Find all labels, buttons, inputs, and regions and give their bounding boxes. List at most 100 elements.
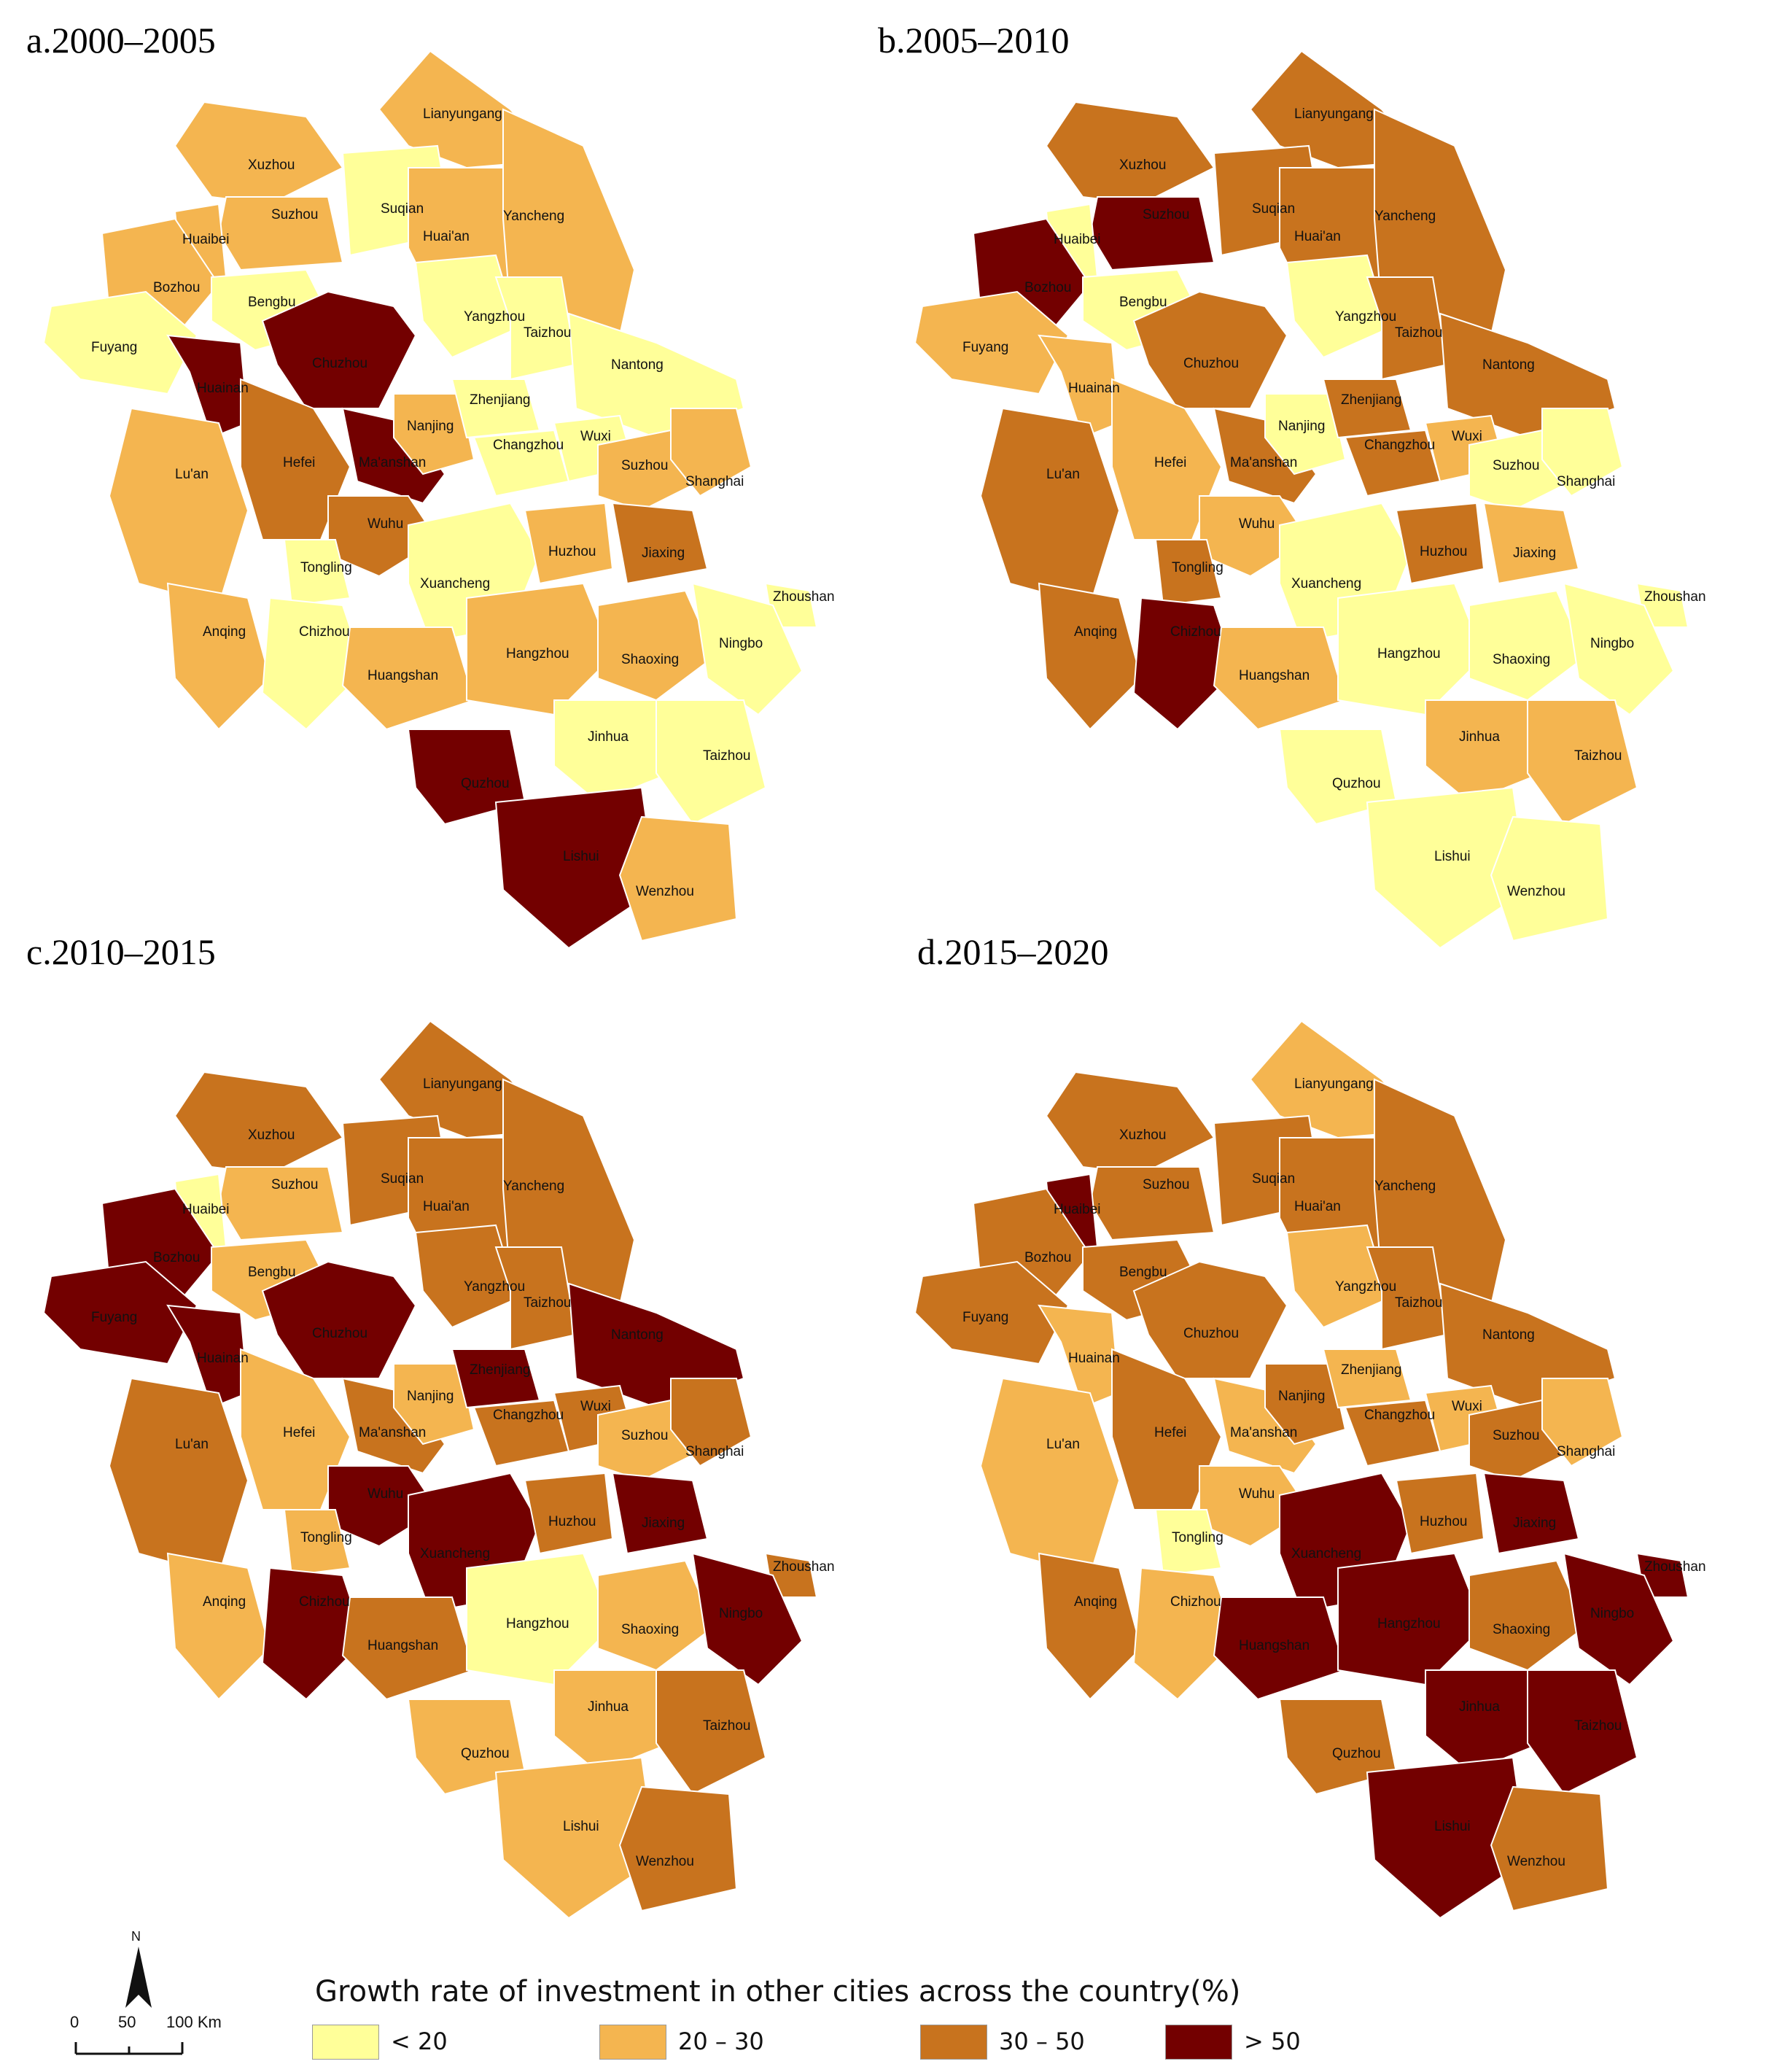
region-hangzhou: [1337, 582, 1485, 716]
city-label-lianyungang: Lianyungang: [1294, 1076, 1374, 1092]
city-label-wuhu: Wuhu: [1239, 1486, 1275, 1502]
region-taizhou-zj: [1527, 1669, 1638, 1796]
city-label-wenzhou: Wenzhou: [636, 884, 694, 899]
region-lu-an: [108, 1377, 249, 1577]
city-label-suzhou-ah: Suzhou: [271, 1177, 318, 1192]
region-ningbo: [1563, 1552, 1675, 1686]
city-label-lu-an: Lu'an: [1046, 1437, 1080, 1452]
region-fuyang: [42, 1260, 198, 1365]
city-label-huai-an: Huai'an: [1294, 229, 1341, 244]
city-label-huaibei: Huaibei: [1054, 232, 1100, 247]
region-tongling: [283, 539, 351, 607]
region-huzhou: [524, 502, 614, 585]
region-huainan: [166, 1304, 249, 1409]
city-label-ma-anshan: Ma'anshan: [1230, 455, 1297, 470]
city-label-suzhou-js: Suzhou: [621, 1428, 668, 1443]
region-chizhou: [261, 597, 366, 731]
scale-label-100: 100 Km: [166, 2013, 222, 2031]
city-label-ma-anshan: Ma'anshan: [359, 1425, 426, 1440]
city-label-anqing: Anqing: [203, 1594, 246, 1610]
region-zhenjiang: [451, 1349, 541, 1409]
city-label-lu-an: Lu'an: [175, 1437, 209, 1452]
region-shaoxing: [597, 589, 716, 702]
city-label-xuzhou: Xuzhou: [1119, 1128, 1166, 1143]
map-a: Lianyungang Xuzhou Suzhou Suqian Huaibei Huai…: [42, 50, 835, 950]
region-fuyang: [914, 290, 1070, 395]
city-label-wenzhou: Wenzhou: [1507, 884, 1565, 899]
city-label-suzhou-ah: Suzhou: [271, 207, 318, 222]
city-label-anqing: Anqing: [1074, 1594, 1117, 1610]
city-labels: Lianyungang Xuzhou Suzhou Suqian Huaibei Huai…: [91, 106, 835, 899]
region-yangzhou: [414, 1224, 519, 1329]
panel-title-d: d.2015–2020: [917, 931, 1109, 972]
legend-swatch-30to50: [920, 2025, 987, 2060]
region-lishui: [494, 1756, 658, 1920]
city-label-huainan: Huainan: [197, 381, 249, 396]
city-label-bozhou: Bozhou: [153, 280, 200, 295]
city-label-bengbu: Bengbu: [1119, 1265, 1167, 1280]
city-label-taizhou-js: Taizhou: [524, 325, 572, 341]
city-label-wuxi: Wuxi: [580, 429, 611, 444]
region-taizhou-js: [494, 276, 577, 381]
city-label-tongling: Tongling: [1172, 560, 1223, 575]
scale-bar-graphic: [74, 2042, 184, 2055]
region-hangzhou: [466, 1552, 614, 1686]
city-label-shanghai: Shanghai: [1557, 1444, 1615, 1459]
city-label-yancheng: Yancheng: [503, 209, 564, 224]
city-regions: [914, 50, 1689, 950]
city-label-ningbo: Ningbo: [719, 636, 763, 651]
city-label-huaibei: Huaibei: [1054, 1202, 1100, 1217]
map-d: Lianyungang Xuzhou Suzhou Suqian Huaibei Huai…: [914, 1020, 1706, 1920]
city-label-bozhou: Bozhou: [153, 1250, 200, 1265]
north-label: N: [131, 1929, 141, 1944]
city-label-huangshan: Huangshan: [1239, 1638, 1310, 1653]
region-jiaxing: [1482, 502, 1580, 585]
scale-label-50: 50: [118, 2013, 136, 2031]
city-label-huai-an: Huai'an: [1294, 1199, 1341, 1214]
city-label-hangzhou: Hangzhou: [1377, 646, 1441, 661]
region-nanjing: [393, 393, 475, 476]
city-label-xuancheng: Xuancheng: [420, 576, 490, 591]
city-label-ningbo: Ningbo: [719, 1606, 763, 1621]
city-label-taizhou-zj: Taizhou: [1574, 1718, 1622, 1734]
city-label-suqian: Suqian: [381, 1171, 424, 1187]
city-label-tongling: Tongling: [1172, 1530, 1223, 1545]
city-label-jinhua: Jinhua: [1459, 729, 1500, 745]
region-nantong: [1439, 1282, 1617, 1409]
city-label-huangshan: Huangshan: [367, 1638, 438, 1653]
city-label-wuhu: Wuhu: [1239, 516, 1275, 532]
north-arrow-icon: [125, 1947, 152, 2008]
scale-bar: 0 50 100 Km: [67, 2013, 242, 2064]
city-label-shanghai: Shanghai: [685, 1444, 744, 1459]
region-tongling: [1154, 539, 1223, 607]
region-tongling: [1154, 1509, 1223, 1577]
city-label-bengbu: Bengbu: [1119, 295, 1167, 310]
region-taizhou-zj: [1527, 699, 1638, 826]
city-label-nanjing: Nanjing: [407, 419, 454, 434]
region-yangzhou: [1285, 1224, 1390, 1329]
city-label-chizhou: Chizhou: [299, 1594, 350, 1610]
region-lishui: [494, 786, 658, 950]
region-lu-an: [108, 407, 249, 607]
city-label-nanjing: Nanjing: [1278, 419, 1325, 434]
city-label-yancheng: Yancheng: [503, 1179, 564, 1194]
city-label-chuzhou: Chuzhou: [312, 1326, 367, 1341]
city-label-suzhou-js: Suzhou: [1493, 458, 1539, 473]
city-label-suzhou-js: Suzhou: [1493, 1428, 1539, 1443]
city-label-wuxi: Wuxi: [1452, 429, 1482, 444]
region-huangshan: [1213, 1596, 1347, 1701]
city-label-shaoxing: Shaoxing: [621, 1622, 679, 1637]
city-label-lianyungang: Lianyungang: [423, 106, 502, 122]
city-label-chuzhou: Chuzhou: [1183, 356, 1239, 371]
region-chuzhou: [1132, 1260, 1288, 1379]
region-anqing: [166, 582, 271, 731]
city-label-yangzhou: Yangzhou: [464, 1279, 525, 1295]
region-shanghai: [670, 408, 752, 497]
city-label-chizhou: Chizhou: [1170, 624, 1221, 640]
region-huangshan: [341, 626, 475, 731]
city-label-nantong: Nantong: [611, 357, 664, 373]
city-label-nantong: Nantong: [1482, 357, 1535, 373]
city-label-ningbo: Ningbo: [1590, 1606, 1634, 1621]
city-label-changzhou: Changzhou: [1364, 1408, 1435, 1423]
city-label-xuancheng: Xuancheng: [420, 1546, 490, 1561]
